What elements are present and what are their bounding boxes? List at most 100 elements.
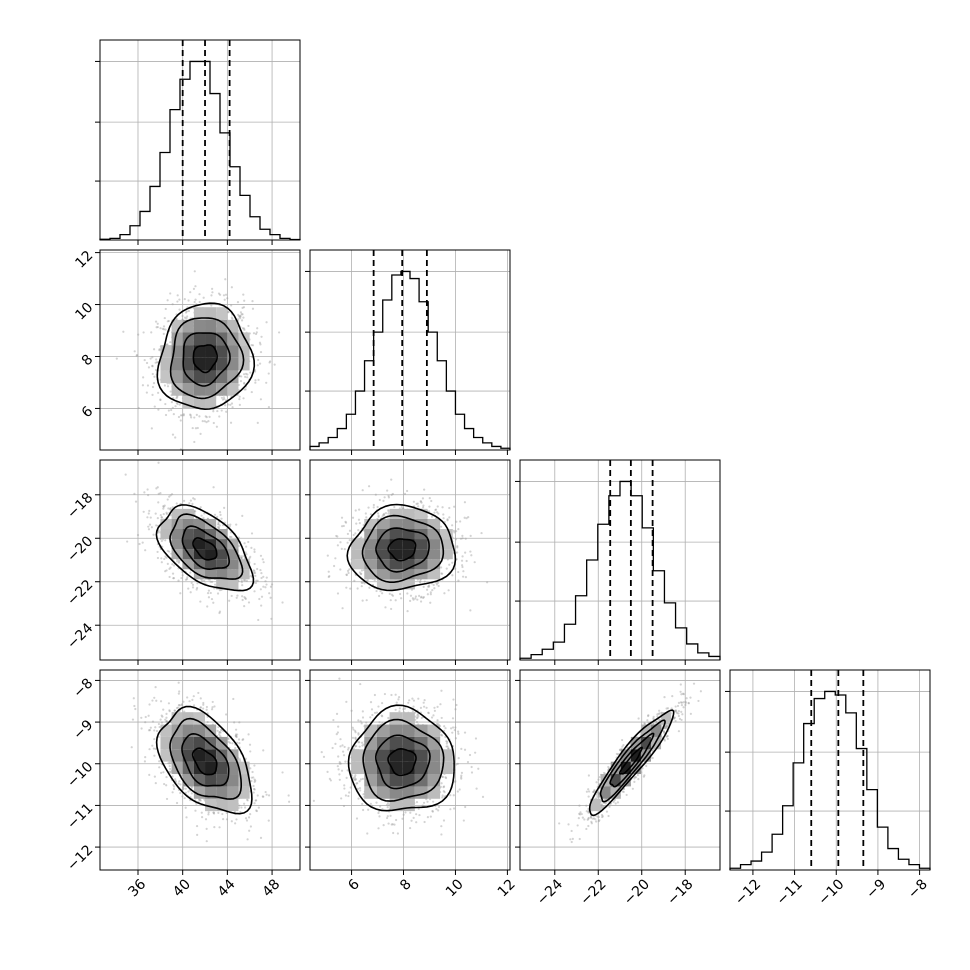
scatter-point (439, 525, 443, 528)
scatter-point (167, 319, 170, 323)
scatter-point (171, 303, 174, 306)
scatter-point (186, 315, 189, 318)
scatter-point (267, 406, 271, 409)
hist-panel-0 (95, 39, 301, 241)
scatter-point (159, 718, 162, 721)
scatter-point (354, 509, 357, 512)
scatter-point (201, 579, 204, 582)
scatter-point (126, 540, 129, 543)
density-cell (427, 528, 441, 540)
scatter-point (261, 558, 264, 561)
scatter-point (456, 551, 459, 554)
scatter-point (416, 598, 419, 601)
density-cell (171, 383, 183, 396)
density-cell (227, 332, 239, 346)
scatter-point (461, 575, 465, 578)
scatter-point (252, 569, 255, 572)
scatter-point (180, 704, 183, 707)
density-cell (171, 370, 183, 384)
scatter-point (241, 584, 244, 587)
scatter-point (172, 787, 176, 791)
scatter-point (171, 563, 174, 566)
scatter-point (181, 574, 184, 577)
scatter-point (393, 505, 396, 509)
scatter-point (154, 361, 157, 364)
scatter-point (409, 594, 413, 597)
scatter-point (239, 380, 243, 383)
scatter-point (456, 546, 459, 549)
scatter-point (220, 409, 223, 412)
scatter-point (339, 568, 342, 571)
scatter-point (248, 557, 251, 560)
scatter-point (164, 307, 167, 311)
scatter-point (234, 728, 238, 731)
density-cell (216, 357, 228, 371)
scatter-point (192, 287, 196, 290)
scatter-point (168, 550, 171, 553)
scatter-point (453, 531, 456, 534)
scatter-point (377, 515, 380, 518)
density-cell (440, 539, 453, 550)
scatter-point (193, 270, 196, 273)
scatter-point (166, 320, 169, 323)
scatter-point (240, 555, 244, 558)
scatter-point (222, 396, 226, 399)
scatter-point (167, 762, 170, 765)
scatter-point (235, 735, 238, 739)
scatter-point (178, 308, 181, 311)
scatter-point (180, 576, 183, 580)
scatter-point (256, 421, 259, 424)
scatter-point (136, 354, 139, 357)
density-cell (205, 528, 217, 540)
scatter-point (442, 517, 445, 520)
scatter-point (387, 494, 390, 497)
density-cell (227, 549, 239, 560)
scatter-point (257, 358, 260, 362)
scatter-point (400, 505, 403, 509)
scatter-point (461, 537, 464, 540)
scatter-point (463, 501, 467, 504)
scatter-point (171, 572, 175, 575)
scatter-point (151, 393, 154, 396)
scatter-point (165, 569, 168, 572)
scatter-point (470, 554, 473, 557)
scatter-point (262, 575, 265, 578)
scatter-point (426, 585, 430, 588)
scatter-point (242, 316, 245, 319)
scatter-point (388, 592, 391, 595)
scatter-point (345, 573, 348, 576)
y-tick-label: 8 (79, 352, 97, 370)
scatter-point (156, 486, 159, 489)
scatter-panel-0-2: −24−22−20−18 (64, 459, 301, 661)
density-cell (227, 319, 239, 333)
scatter-point (448, 516, 451, 519)
density-cell (402, 549, 415, 560)
density-cell (227, 383, 239, 396)
scatter-point (260, 595, 264, 598)
scatter-point (427, 585, 431, 588)
scatter-point (390, 478, 393, 481)
scatter-point (153, 375, 156, 378)
scatter-point (212, 486, 215, 489)
scatter-point (343, 548, 346, 551)
density-cell (227, 345, 239, 358)
density-cell (205, 569, 217, 580)
scatter-point (473, 561, 476, 564)
scatter-point (164, 718, 167, 721)
scatter-point (170, 493, 174, 496)
scatter-point (515, 563, 517, 565)
scatter-point (181, 414, 184, 417)
density-cell (193, 559, 206, 570)
scatter-point (436, 505, 439, 508)
scatter-point (207, 811, 210, 814)
scatter-point (265, 576, 268, 579)
scatter-point (345, 573, 348, 577)
scatter-point (179, 414, 183, 417)
scatter-point (155, 358, 158, 361)
y-tick-label: 10 (72, 300, 96, 324)
density-cell (216, 569, 228, 580)
scatter-point (463, 516, 466, 519)
scatter-point (441, 572, 444, 575)
density-cell (205, 559, 217, 570)
density-cell (216, 370, 228, 384)
